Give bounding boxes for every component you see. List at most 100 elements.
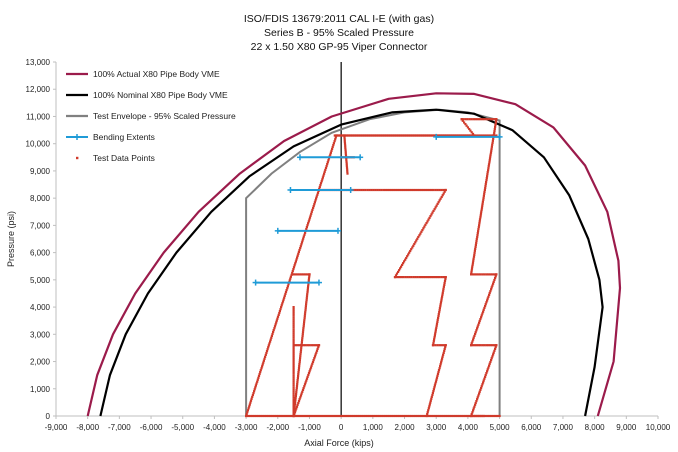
test-data-point [324, 168, 327, 171]
test-data-point [288, 279, 291, 282]
test-data-point [444, 344, 447, 347]
test-data-point [400, 265, 403, 268]
test-data-point [477, 394, 480, 397]
test-data-point [490, 288, 493, 291]
test-data-point [493, 349, 496, 352]
test-data-point [292, 310, 295, 313]
x-tick-label: 5,000 [490, 423, 511, 432]
test-data-point [348, 414, 351, 418]
test-data-point [427, 218, 430, 221]
test-data-point [414, 188, 417, 192]
test-data-point [260, 367, 263, 370]
test-data-point [361, 134, 364, 137]
test-data-point [329, 151, 332, 154]
test-data-point [476, 327, 479, 330]
test-data-point [432, 276, 435, 279]
test-data-point [427, 409, 430, 412]
test-data-point [368, 414, 371, 418]
test-data-point [285, 289, 288, 292]
y-tick-label: 1,000 [30, 385, 51, 394]
test-data-point [292, 324, 295, 327]
test-data-point [492, 133, 495, 136]
test-data-point [486, 175, 489, 178]
test-data-point [301, 331, 305, 334]
test-data-point [390, 414, 393, 418]
test-data-point [435, 378, 438, 381]
test-data-point [440, 361, 443, 364]
test-data-point [275, 321, 278, 324]
test-data-point [322, 414, 326, 418]
test-data-point [312, 344, 315, 347]
test-data-point [442, 353, 445, 356]
y-tick-label: 11,000 [26, 112, 50, 121]
test-data-point [492, 137, 495, 140]
test-data-point [343, 140, 346, 143]
test-data-point [464, 123, 467, 126]
test-data-point [442, 276, 445, 279]
test-data-point [339, 134, 342, 137]
test-data-point [483, 190, 486, 193]
test-data-point [484, 375, 487, 378]
test-data-point [491, 344, 494, 347]
test-data-point [245, 413, 248, 416]
series-test-envelope-line [245, 108, 501, 417]
test-data-point [493, 344, 496, 347]
test-data-point [305, 303, 308, 306]
test-data-point [485, 301, 488, 304]
test-data-point [267, 346, 270, 349]
test-data-point [487, 134, 490, 137]
test-data-point [403, 260, 406, 263]
test-data-point [464, 118, 467, 121]
test-data-point [265, 350, 269, 353]
test-data-point [405, 134, 408, 137]
test-data-point [416, 414, 419, 418]
test-data-point [496, 414, 499, 418]
test-data-point [472, 407, 475, 410]
test-data-point [311, 362, 314, 365]
test-data-point [411, 246, 414, 249]
test-data-point [429, 134, 432, 137]
test-data-point [468, 118, 471, 121]
test-data-point [292, 398, 295, 401]
test-data-point [293, 402, 297, 406]
test-data-point [482, 381, 485, 384]
test-data-point [342, 414, 346, 418]
test-data-point [276, 317, 279, 320]
test-data-point [472, 257, 475, 260]
test-data-point [268, 342, 271, 345]
test-data-point [490, 414, 493, 418]
test-data-point [491, 355, 494, 358]
test-data-point [482, 198, 485, 201]
test-data-point [489, 153, 492, 156]
test-data-point [397, 134, 400, 137]
test-data-point [442, 344, 445, 347]
test-data-point [334, 414, 338, 418]
test-data-point [307, 285, 310, 288]
test-data-point [460, 118, 463, 121]
test-data-point [477, 273, 480, 276]
test-data-point [292, 348, 295, 351]
test-data-point [419, 232, 422, 235]
test-data-point [312, 359, 315, 362]
test-data-point [436, 188, 439, 192]
test-data-point [442, 188, 445, 192]
test-data-point [251, 414, 254, 418]
test-data-point [437, 134, 440, 137]
test-data-point [306, 375, 309, 378]
test-data-point [301, 335, 304, 338]
test-data-point [408, 188, 411, 192]
test-data-point [438, 414, 441, 418]
test-data-point [303, 233, 306, 236]
test-data-point [477, 230, 480, 233]
test-data-point [443, 190, 446, 193]
test-data-point [277, 313, 280, 316]
test-data-point [478, 224, 481, 227]
x-tick-label: -1,000 [298, 423, 321, 432]
test-data-point [485, 177, 488, 180]
test-data-point [328, 414, 332, 418]
test-data-point [478, 319, 481, 323]
test-data-point [440, 414, 443, 418]
test-data-point [407, 253, 410, 256]
test-data-point [494, 347, 497, 350]
test-data-point [304, 381, 307, 384]
